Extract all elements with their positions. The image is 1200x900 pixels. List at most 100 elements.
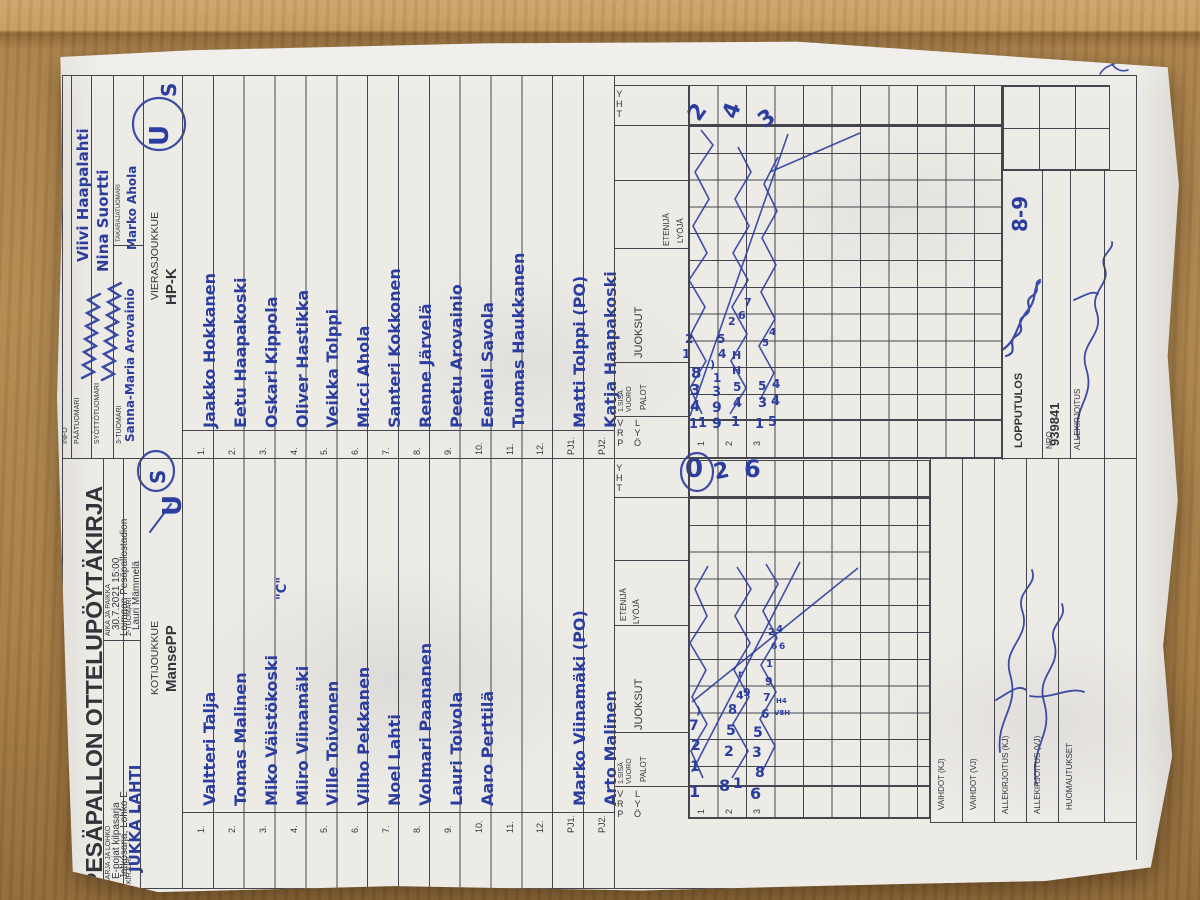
grid-mark-home: 7	[689, 718, 699, 734]
signature-kj	[995, 569, 1034, 753]
rule-line	[930, 822, 1136, 823]
away-etenija-label: ETENIJÄ	[662, 213, 671, 246]
corner-coarse-grid	[1002, 85, 1110, 170]
home-lyo-label: L Y Ö	[634, 789, 642, 820]
nro-label: NRO	[1045, 431, 1054, 449]
rule-line	[1026, 458, 1027, 822]
rule-line	[1104, 458, 1105, 822]
roster-num-away: 10.	[473, 442, 484, 455]
grid-mark-away: H	[732, 349, 742, 362]
grid-mark-away: 9	[712, 400, 722, 416]
roster-name-away: Oskari Kippola	[261, 296, 281, 428]
paatuomari-label: PÄÄTUOMARI	[74, 397, 81, 444]
rule-line	[182, 75, 183, 888]
roster-num-away: 7.	[381, 447, 392, 455]
roster-num-home: PJ2.	[597, 814, 608, 833]
rule-line	[1002, 85, 1003, 460]
grid-mark-home: 5	[753, 725, 763, 741]
grid-mark-away: 4	[690, 397, 701, 415]
grid-mark-away: )	[710, 358, 716, 371]
home-vrp-label: V R P	[617, 789, 624, 820]
allekirjoitus-label: ALLEKIRJOITUS	[1073, 388, 1082, 450]
grid-mark-away: 4	[772, 377, 781, 391]
grid-mark-away: 5	[717, 332, 726, 346]
grid-mark-away: 3	[758, 396, 768, 411]
grid-mark-away: 4	[769, 327, 776, 338]
roster-name-away: Tuomas Haukkanen	[508, 252, 528, 428]
grid-mark-home: 6	[779, 642, 786, 652]
away-turn-mark-s: S	[157, 82, 181, 97]
grid-mark-away: 1	[689, 417, 699, 432]
grid-mark-away: 1	[755, 417, 765, 432]
rule-line	[614, 248, 688, 249]
roster-name-home: Arto Malinen	[601, 690, 621, 806]
rule-line	[614, 786, 688, 787]
away-inning-1: 1	[696, 440, 706, 446]
roster-name-home: Ville Toivonen	[323, 680, 343, 806]
roster-num-home: 3.	[257, 825, 268, 833]
grid-mark-away: 1	[731, 415, 741, 430]
rule-line	[123, 458, 124, 888]
rule-line	[688, 460, 689, 818]
home-turn-mark-u: U	[158, 494, 188, 516]
rule-line	[962, 458, 963, 822]
grid-mark-home: 6	[771, 642, 778, 652]
grid-mark-home: 2	[724, 744, 734, 760]
rule-line	[113, 245, 143, 246]
roster-num-away: 11.	[504, 443, 515, 455]
home-inning-grid	[688, 497, 930, 786]
roster-num-away: PJ2.	[597, 436, 608, 455]
rule-line	[143, 75, 144, 458]
takarajatuomari-value: Marko Ahola	[125, 165, 139, 250]
away-sisa-label2: VUORO	[626, 386, 633, 412]
syottotuomari-label: SYÖTTÖTUOMARI	[94, 382, 101, 444]
away-inning-2: 2	[724, 440, 734, 446]
grid-mark-away: 6	[738, 309, 746, 322]
roster-num-home: 1.	[196, 825, 206, 833]
rule-line	[62, 458, 1136, 459]
roster-num-home: PJ1.	[566, 814, 577, 833]
grid-mark-away: 3	[712, 385, 722, 400]
grid-mark-away: 1	[713, 371, 722, 385]
grid-mark-home: 7	[763, 691, 771, 704]
grid-mark-home: 2	[768, 627, 775, 638]
roster-num-home: 4.	[288, 825, 299, 833]
roster-num-home: 9.	[442, 825, 453, 833]
grid-mark-home: 9	[765, 675, 773, 688]
roster-name-away: Oliver Hastikka	[292, 289, 312, 428]
rule-line	[614, 732, 688, 733]
away-roster-stripes	[182, 75, 615, 458]
grid-mark-away: 3	[690, 381, 701, 399]
rule-line	[614, 362, 688, 363]
lopputulos-scribble	[1000, 278, 1042, 358]
grid-mark-away: 1	[698, 416, 708, 431]
roster-num-away: 6.	[350, 447, 361, 455]
home-juoksut-label: JUOKSUT	[633, 678, 645, 730]
grid-mark-home: 1	[690, 759, 700, 775]
rule-line	[62, 75, 1136, 76]
grid-mark-home: H4	[776, 697, 787, 705]
roster-name-away: Renne Järvelä	[415, 303, 435, 428]
roster-name-home: Vilho Pekkanen	[354, 666, 374, 806]
home-turn-mark-s: S	[146, 469, 170, 484]
lopputulos-label: LOPPUTULOS	[1013, 372, 1025, 448]
home-yht-3: 6	[744, 455, 761, 483]
roster-name-home: Aaro Perttilä	[477, 690, 497, 806]
rule-line	[1002, 170, 1136, 171]
grid-mark-home: 2	[691, 738, 701, 754]
rule-line	[71, 75, 72, 458]
info-label: INFO	[62, 427, 69, 444]
rule-line	[62, 75, 63, 888]
rule-line	[1136, 75, 1137, 860]
grid-mark-home: 3	[752, 745, 762, 761]
rule-line	[91, 75, 92, 458]
roster-num-away: 5.	[319, 447, 330, 455]
away-inning-3: 3	[752, 440, 762, 446]
grid-mark-home: V8H	[774, 709, 791, 717]
roster-name-away: Micci Ahola	[354, 325, 374, 428]
home-sisa-label2: VUORO	[626, 758, 633, 784]
rule-line	[103, 640, 140, 641]
